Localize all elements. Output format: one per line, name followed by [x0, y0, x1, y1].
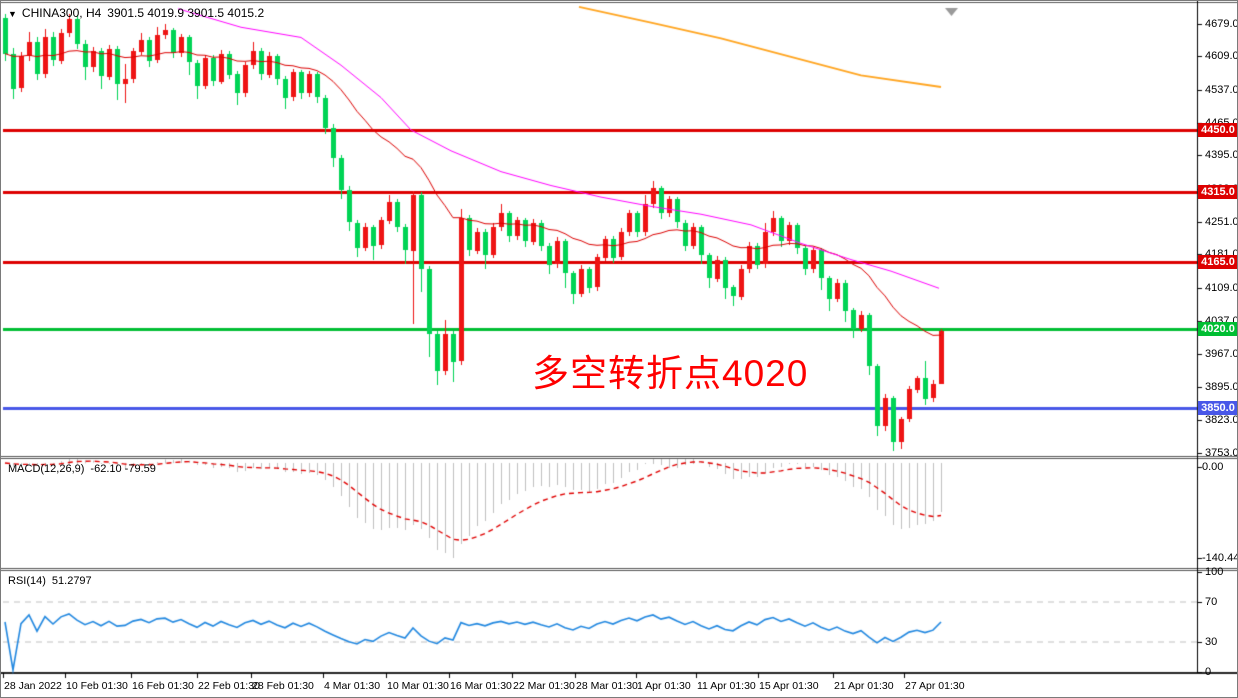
- time-tick-label: 10 Mar 01:30: [387, 680, 449, 692]
- price-tick-label: 3753.0: [1205, 447, 1238, 459]
- symbol-timeframe: CHINA300, H4: [21, 6, 102, 20]
- time-tick-label: 15 Apr 01:30: [759, 680, 819, 692]
- price-level-badge: 4450.0: [1198, 123, 1237, 137]
- time-tick-label: 16 Feb 01:30: [132, 680, 194, 692]
- rsi-axis-label: 30: [1205, 636, 1218, 648]
- time-tick-label: 1 Apr 01:30: [637, 680, 691, 692]
- price-tick-label: 3895.0: [1205, 381, 1238, 393]
- time-tick-label: 16 Mar 01:30: [450, 680, 512, 692]
- chart-title-bar: ▼ CHINA300, H4 3901.5 4019.9 3901.5 4015.2: [8, 6, 264, 20]
- price-tick-label: 4679.0: [1205, 18, 1238, 30]
- chart-text-annotation[interactable]: 多空转折点4020: [532, 353, 809, 394]
- macd-axis-label: -140.44: [1202, 552, 1238, 564]
- time-tick-label: 10 Feb 01:30: [66, 680, 128, 692]
- price-tick-label: 3967.0: [1205, 348, 1238, 360]
- time-tick-label: 21 Apr 01:30: [834, 680, 894, 692]
- price-level-badge: 4165.0: [1198, 255, 1237, 269]
- price-tick-label: 3823.0: [1205, 414, 1238, 426]
- rsi-name: RSI(14): [8, 575, 46, 587]
- price-tick-label: 4537.0: [1205, 84, 1238, 96]
- price-level-badge: 4020.0: [1198, 322, 1237, 336]
- time-tick-label: 27 Apr 01:30: [905, 680, 965, 692]
- rsi-axis-label: 70: [1205, 596, 1218, 608]
- macd-name: MACD(12,26,9): [8, 463, 85, 475]
- rsi-value: 51.2797: [51, 575, 92, 587]
- price-level-badge: 3850.0: [1198, 401, 1237, 415]
- macd-indicator-label: MACD(12,26,9) -62.10 -79.59: [8, 463, 156, 475]
- macd-values: -62.10 -79.59: [90, 463, 156, 475]
- rsi-axis-label: 0: [1205, 666, 1212, 678]
- time-tick-label: 28 Jan 2022: [4, 680, 62, 692]
- price-tick-label: 4109.0: [1205, 282, 1238, 294]
- ohlc-values: 3901.5 4019.9 3901.5 4015.2: [107, 6, 265, 20]
- time-tick-label: 28 Feb 01:30: [252, 680, 314, 692]
- price-level-badge: 4315.0: [1198, 185, 1237, 199]
- price-tick-label: 4251.0: [1205, 216, 1238, 228]
- price-tick-label: 4609.0: [1205, 50, 1238, 62]
- price-tick-label: 4395.0: [1205, 149, 1238, 161]
- symbol-dropdown-icon[interactable]: ▼: [8, 9, 17, 19]
- time-tick-label: 22 Mar 01:30: [513, 680, 575, 692]
- time-tick-label: 22 Feb 01:30: [198, 680, 260, 692]
- macd-axis-label: 0.00: [1202, 461, 1224, 473]
- time-tick-label: 11 Apr 01:30: [697, 680, 756, 692]
- rsi-axis-label: 100: [1205, 566, 1224, 578]
- rsi-indicator-label: RSI(14) 51.2797: [8, 575, 92, 587]
- time-tick-label: 28 Mar 01:30: [576, 680, 638, 692]
- time-tick-label: 4 Mar 01:30: [324, 680, 381, 692]
